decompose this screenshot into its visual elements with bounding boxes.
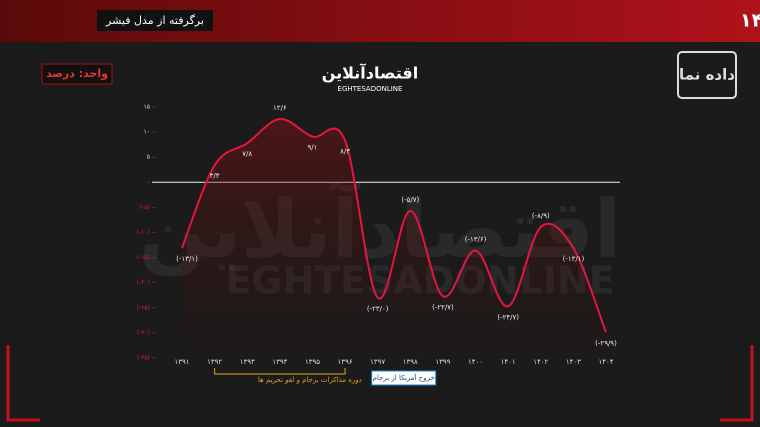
y-tick-label: (-۱۰) xyxy=(137,229,150,236)
y-tick-label: (-۳۵) xyxy=(137,355,150,362)
value-label: (-۲۳/۰) xyxy=(367,305,389,313)
unit-box xyxy=(41,63,113,85)
y-tick-label: ۵ xyxy=(147,154,150,161)
x-tick-label: ۱۳۹۶ xyxy=(338,358,353,366)
line xyxy=(181,118,607,333)
y-tick-label: (-۱۵) xyxy=(137,254,150,261)
x-tick-label: ۱۴۰۳ xyxy=(566,358,581,366)
corner xyxy=(720,345,754,422)
x-tick-label: ۱۳۹۸ xyxy=(403,358,418,366)
value-label: ۸/۳ xyxy=(340,148,350,156)
subtitle-box xyxy=(97,10,213,31)
y-tick-label: ۰ xyxy=(147,179,150,186)
value-label: (-۱۳/۶) xyxy=(465,236,487,244)
x-tick-label: ۱۴۰۲ xyxy=(533,358,548,366)
value-label: (-۱۳/۱) xyxy=(563,255,585,263)
y-tick-label: (-۲۵) xyxy=(137,304,150,311)
y-tick-label: (-۳۰) xyxy=(137,329,150,336)
corner xyxy=(6,345,40,422)
x-tick-label: ۱۴۰۰ xyxy=(468,358,483,366)
chart-title: روند نرخ سود حقیقی سپرده یک ساله؛ ۱۳۹۱ ت… xyxy=(740,10,760,32)
value-label: (-۱۳/۱) xyxy=(176,255,198,263)
annotation-box xyxy=(371,370,437,386)
y-tick-label: (-۲۰) xyxy=(137,279,150,286)
brand: داده نما xyxy=(679,66,735,84)
annotation: خروج آمریکا از برجام xyxy=(373,373,435,382)
value-label: ۳/۴ xyxy=(210,172,220,180)
value-label: (-۲۹/۹) xyxy=(595,339,617,347)
x-tick-label: ۱۳۹۷ xyxy=(370,358,385,366)
x-tick-label: ۱۳۹۵ xyxy=(305,358,320,366)
x-tick-label: ۱۴۰۴ xyxy=(598,358,613,366)
subtitle: برگرفته از مدل فیشر xyxy=(105,14,204,27)
value-label: ۹/۱ xyxy=(308,144,318,152)
y-tick-label: ۱۵ xyxy=(144,104,150,111)
value-label: (-۸/۹) xyxy=(532,212,550,220)
value-label: ۱۲/۶ xyxy=(273,104,287,112)
value-label: (-۵/۷) xyxy=(401,196,419,204)
x-tick-label: ۱۳۹۹ xyxy=(435,358,450,366)
x-tick-label: ۱۳۹۲ xyxy=(207,358,222,366)
x-tick-label: ۱۳۹۴ xyxy=(272,358,287,366)
logo: اقتصادآنلاین xyxy=(322,63,419,83)
y-tick-label: ۱۰ xyxy=(144,129,150,136)
value-label: (-۲۲/۷) xyxy=(432,303,454,311)
area xyxy=(182,118,606,358)
y-tick-label: (-۵) xyxy=(140,204,150,211)
x-tick-label: ۱۳۹۱ xyxy=(174,358,189,366)
value-label: (-۲۴/۷) xyxy=(497,313,519,321)
x-tick-label: ۱۴۰۱ xyxy=(501,358,516,366)
x-tick-label: ۱۳۹۳ xyxy=(240,358,255,366)
logo-latin: EGHTESADONLINE xyxy=(338,85,403,93)
value-label: ۷/۸ xyxy=(242,150,252,158)
bracket xyxy=(214,368,346,375)
annotation: دوره مذاکرات برجام و لغو تحریم ها xyxy=(258,376,362,384)
unit-label: واحد: درصد xyxy=(46,67,108,80)
brand-box xyxy=(677,51,737,99)
